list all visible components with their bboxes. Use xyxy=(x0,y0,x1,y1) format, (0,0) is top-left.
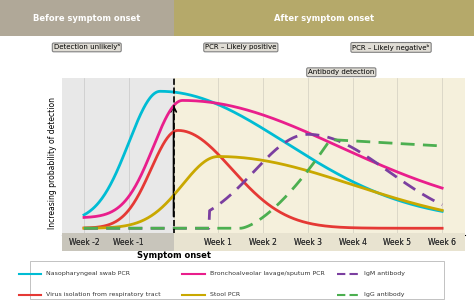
Text: After symptom onset: After symptom onset xyxy=(273,14,374,23)
Text: Increasing probability of detection: Increasing probability of detection xyxy=(48,97,57,229)
Text: PCR – Likely negativeᵇ: PCR – Likely negativeᵇ xyxy=(352,44,430,51)
Text: IgG antibody: IgG antibody xyxy=(365,292,405,297)
Bar xyxy=(173,0,474,36)
Text: Week 5: Week 5 xyxy=(383,238,411,247)
Text: Week 2: Week 2 xyxy=(249,238,277,247)
Bar xyxy=(62,233,173,251)
Text: PCR – Likely positive: PCR – Likely positive xyxy=(205,45,276,50)
Text: Week 1: Week 1 xyxy=(204,238,232,247)
Text: Week 6: Week 6 xyxy=(428,238,456,247)
Text: Before symptom onset: Before symptom onset xyxy=(33,14,140,23)
Bar xyxy=(0,0,173,36)
Text: Virus isolation from respiratory tract: Virus isolation from respiratory tract xyxy=(46,292,161,297)
FancyBboxPatch shape xyxy=(0,0,474,36)
Text: Week 4: Week 4 xyxy=(338,238,366,247)
Text: Antibody detection: Antibody detection xyxy=(308,69,374,75)
Text: Week -2: Week -2 xyxy=(69,238,100,247)
Text: Week -1: Week -1 xyxy=(113,238,144,247)
Text: Week 3: Week 3 xyxy=(294,238,322,247)
Bar xyxy=(173,233,465,251)
Text: Bronchoalveolar lavage/sputum PCR: Bronchoalveolar lavage/sputum PCR xyxy=(210,271,324,276)
Text: Week -1: Week -1 xyxy=(113,238,144,247)
Text: Week -2: Week -2 xyxy=(69,238,100,247)
Text: Nasopharyngeal swab PCR: Nasopharyngeal swab PCR xyxy=(46,271,130,276)
Text: Symptom onset: Symptom onset xyxy=(137,251,210,260)
Text: Week 1: Week 1 xyxy=(204,238,232,247)
Text: Detection unlikelyᵃ: Detection unlikelyᵃ xyxy=(54,45,120,50)
Bar xyxy=(62,78,173,235)
Text: IgM antibody: IgM antibody xyxy=(365,271,405,276)
Text: Week 2: Week 2 xyxy=(249,238,277,247)
Text: Week 5: Week 5 xyxy=(383,238,411,247)
Text: Stool PCR: Stool PCR xyxy=(210,292,240,297)
Text: Week 3: Week 3 xyxy=(294,238,322,247)
Text: Week 6: Week 6 xyxy=(428,238,456,247)
Text: Week 4: Week 4 xyxy=(338,238,366,247)
